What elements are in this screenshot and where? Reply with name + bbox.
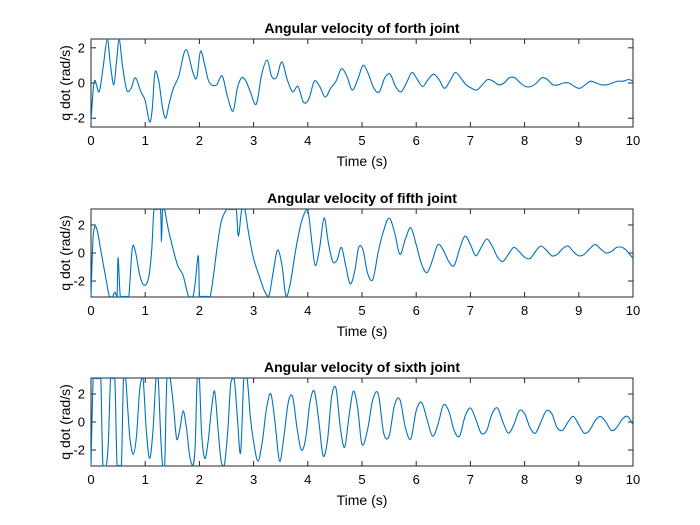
x-tick-label: 10 [626,133,640,148]
plot-title: Angular velocity of fifth joint [267,190,457,206]
x-axis-label: Time (s) [337,323,388,339]
x-tick-label: 8 [521,472,528,487]
x-axis: 0 1 2 3 4 5 6 7 8 9 10 [87,209,640,318]
x-tick-label: 7 [467,303,474,318]
x-tick-label: 5 [358,472,365,487]
x-tick-label: 7 [467,472,474,487]
x-tick-label: 3 [250,303,257,318]
x-tick-label: 1 [142,303,149,318]
y-tick-label: 0 [78,415,85,430]
x-tick-label: 10 [626,472,640,487]
x-tick-label: 4 [304,472,311,487]
x-tick-label: 0 [87,133,94,148]
x-tick-label: 9 [575,303,582,318]
series-line [90,38,634,123]
subplot-forth-joint: Angular velocity of forth joint 0 1 2 3 4 5 6 7… [57,20,640,169]
x-tick-label: 2 [196,472,203,487]
y-axis-label: q dot (rad/s) [57,215,73,290]
y-tick-label: 0 [78,246,85,261]
x-tick-label: 3 [250,133,257,148]
x-axis: 0 1 2 3 4 5 6 7 8 9 10 [87,39,640,148]
y-tick-label: 2 [78,217,85,232]
y-tick-label: 2 [78,386,85,401]
plot-title: Angular velocity of sixth joint [264,359,460,375]
x-tick-label: 0 [87,303,94,318]
plot-area [90,208,634,298]
y-tick-label: 2 [78,40,85,55]
x-tick-label: 10 [626,303,640,318]
y-axis: -2 0 2 [73,386,633,458]
y-tick-label: -2 [73,274,85,289]
subplot-sixth-joint: Angular velocity of sixth joint 0 1 2 3 4 5 6 7… [57,359,640,508]
y-axis-label: q dot (rad/s) [57,45,73,120]
x-axis-label: Time (s) [337,492,388,508]
x-tick-label: 6 [413,133,420,148]
series-line [90,377,634,467]
x-tick-label: 4 [304,303,311,318]
x-tick-label: 6 [413,472,420,487]
y-axis: -2 0 2 [73,217,633,289]
x-tick-label: 0 [87,472,94,487]
plot-title: Angular velocity of forth joint [264,20,460,36]
x-tick-label: 2 [196,133,203,148]
y-tick-label: 0 [78,76,85,91]
y-tick-label: -2 [73,111,85,126]
x-axis: 0 1 2 3 4 5 6 7 8 9 10 [87,378,640,487]
y-tick-label: -2 [73,443,85,458]
series-line [90,208,634,298]
x-tick-label: 6 [413,303,420,318]
x-axis-label: Time (s) [337,153,388,169]
x-tick-label: 8 [521,303,528,318]
x-tick-label: 9 [575,472,582,487]
x-tick-label: 3 [250,472,257,487]
x-tick-label: 5 [358,303,365,318]
x-tick-label: 1 [142,133,149,148]
x-tick-label: 1 [142,472,149,487]
x-tick-label: 9 [575,133,582,148]
x-tick-label: 4 [304,133,311,148]
x-tick-label: 2 [196,303,203,318]
x-tick-label: 7 [467,133,474,148]
subplot-fifth-joint: Angular velocity of fifth joint 0 1 2 3 4 5 6 7… [57,190,640,339]
x-tick-label: 5 [358,133,365,148]
y-axis-label: q dot (rad/s) [57,384,73,459]
plot-area [90,38,634,128]
x-tick-label: 8 [521,133,528,148]
